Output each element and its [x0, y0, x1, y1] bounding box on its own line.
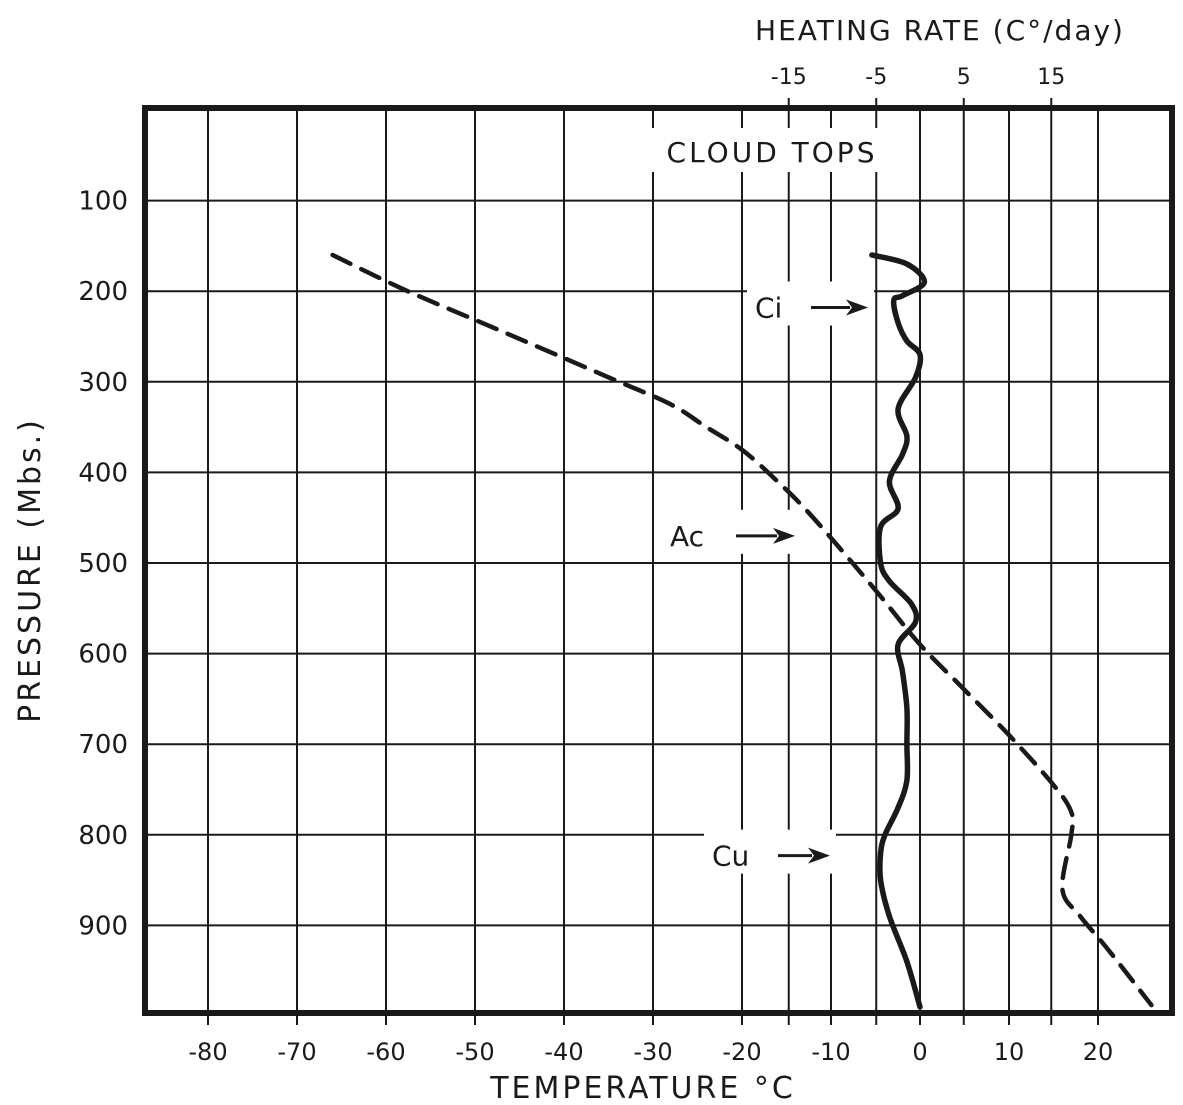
annotation-arrow-head	[846, 299, 868, 316]
axis-ticks: -80 -70 -60 -50 -40 -30 -20 -10 0 10 20 -15 -5 5 15 100…	[78, 65, 1113, 1066]
annotation-label: Ac	[670, 520, 704, 553]
annotation-label: Ci	[755, 292, 782, 325]
x-tick-label: 20	[1083, 1038, 1114, 1066]
y-tick-label: 200	[78, 277, 128, 307]
y-tick-label: 300	[78, 368, 128, 398]
x-tick-label: 10	[994, 1038, 1025, 1066]
temperature-profile-line	[330, 252, 1154, 1008]
cloud-top-annotations: Ci Ac Cu	[662, 281, 874, 874]
x-tick-label: -40	[544, 1038, 583, 1066]
x-tick-label: -10	[811, 1038, 850, 1066]
x-tick-label: 0	[912, 1038, 927, 1066]
x-tick-label: -70	[277, 1038, 316, 1066]
grid-lines	[145, 108, 1172, 1013]
bottom-axis-title: TEMPERATURE °C	[489, 1071, 796, 1105]
x-tick-label: -50	[455, 1038, 494, 1066]
cloud-tops-title-background	[645, 128, 900, 172]
y-tick-label: 700	[78, 730, 128, 760]
y-tick-label: 600	[78, 640, 128, 670]
x-tick-label: -80	[188, 1038, 227, 1066]
cloud-tops-title: CLOUD TOPS	[667, 136, 878, 169]
top-axis-title: HEATING RATE (C°/day)	[755, 14, 1125, 47]
top-tick-label: 15	[1037, 65, 1065, 90]
heating-rate-profile-line	[869, 252, 928, 1010]
plot-frame	[142, 105, 1175, 1016]
y-tick-label: 800	[78, 821, 128, 851]
top-tick-label: 5	[957, 65, 971, 90]
annotation-label: Cu	[712, 840, 749, 873]
annotation-arrow-head	[773, 527, 795, 544]
annotation-arrow-head	[808, 847, 830, 864]
left-axis-title: PRESSURE (Mbs.)	[13, 417, 48, 723]
top-tick-label: -5	[865, 65, 887, 90]
top-tick-label: -15	[771, 65, 807, 90]
y-tick-label: 500	[78, 549, 128, 579]
x-tick-label: -20	[722, 1038, 761, 1066]
data-series	[330, 252, 1154, 1010]
x-tick-label: -60	[366, 1038, 405, 1066]
y-tick-label: 100	[78, 187, 128, 217]
y-tick-label: 400	[78, 458, 128, 488]
x-tick-label: -30	[633, 1038, 672, 1066]
y-tick-label: 900	[78, 911, 128, 941]
